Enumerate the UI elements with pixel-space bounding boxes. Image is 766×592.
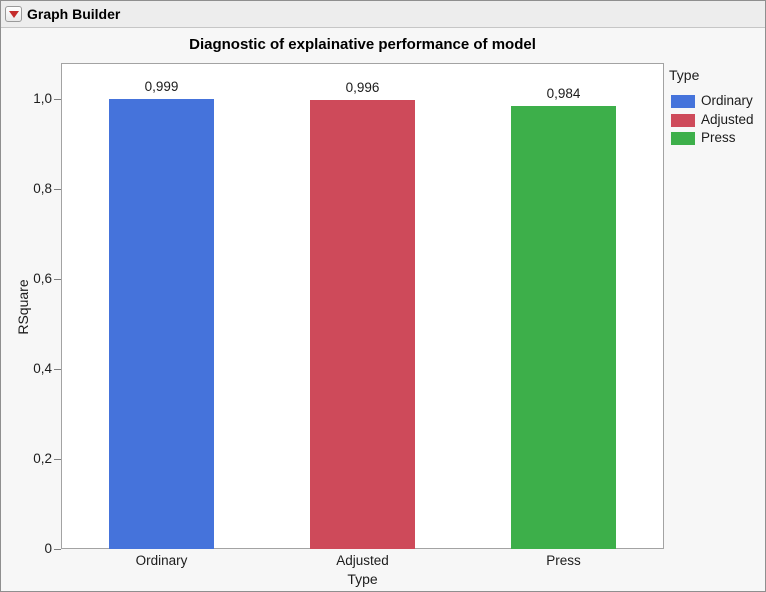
disclosure-button[interactable] [5, 6, 22, 22]
y-tick-label: 0 [44, 541, 52, 556]
y-tick-label: 0,2 [33, 450, 52, 466]
y-tick-mark [54, 458, 61, 460]
legend-swatch-press[interactable] [671, 132, 695, 145]
y-tick-mark [54, 368, 61, 370]
y-tick-mark [54, 98, 61, 100]
chart-title: Diagnostic of explainative performance o… [189, 36, 536, 53]
x-tick-label-ordinary: Ordinary [135, 553, 188, 568]
y-tick-label: 0,8 [33, 180, 52, 196]
legend-label-adjusted: Adjusted [701, 111, 754, 127]
window-title: Graph Builder [27, 6, 121, 22]
x-tick-label-adjusted: Adjusted [336, 553, 389, 568]
y-axis-title: RSquare [15, 279, 31, 335]
bar-value-label: 0,996 [345, 80, 380, 96]
y-tick-mark [54, 278, 61, 280]
y-tick-label: 0,6 [33, 270, 52, 286]
bar-press[interactable] [511, 105, 616, 549]
bar-ordinary[interactable] [109, 98, 214, 549]
legend-swatch-ordinary[interactable] [671, 95, 695, 108]
bar-value-label: 0,984 [546, 85, 581, 101]
y-tick-label: 1,0 [33, 90, 52, 106]
outline-header: Graph Builder [1, 1, 765, 28]
legend-swatch-adjusted[interactable] [671, 113, 695, 127]
legend-label-press: Press [701, 130, 736, 145]
y-tick-mark [54, 188, 61, 190]
red-triangle-down-icon [8, 10, 19, 18]
legend-label-ordinary: Ordinary [701, 93, 753, 108]
bar-adjusted[interactable] [310, 100, 415, 549]
legend-title: Type [669, 67, 700, 83]
x-tick-label-press: Press [546, 553, 581, 568]
bar-value-label: 0,999 [144, 78, 179, 94]
x-axis-title: Type [347, 571, 378, 587]
y-tick-label: 0,4 [33, 360, 52, 376]
y-tick-mark [54, 549, 61, 550]
